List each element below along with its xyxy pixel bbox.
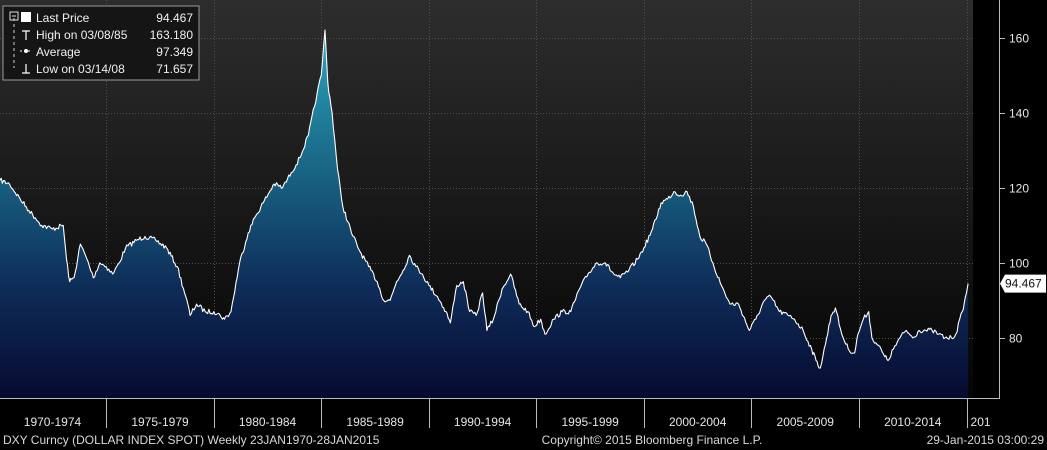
y-tick-label: 100 [1009, 257, 1029, 271]
y-tick-label: 160 [1009, 32, 1029, 46]
legend-row-last-price: Last Price 94.467 [9, 11, 193, 25]
legend-row-average: Average 97.349 [20, 45, 193, 59]
legend-value-low: 71.657 [156, 62, 193, 76]
legend-row-high: High on 03/08/85 163.180 [22, 28, 193, 42]
legend-box [2, 5, 200, 81]
x-period-label: 1970-1974 [24, 415, 82, 429]
legend-value-high: 163.180 [150, 28, 194, 42]
x-period-label: 2005-2009 [777, 415, 835, 429]
legend-collapse-icon[interactable] [9, 11, 19, 21]
bottom-axis-background [0, 398, 1047, 450]
y-tick-label: 120 [1009, 182, 1029, 196]
low-marker-icon [22, 64, 30, 74]
last-price-box [1000, 274, 1046, 293]
x-period-label: 2010-2014 [884, 415, 942, 429]
last-price-marker: 94.467 [1000, 274, 1046, 293]
legend-value-last-price: 94.467 [156, 11, 193, 25]
price-line-group [0, 29, 969, 369]
high-marker-icon [22, 30, 30, 40]
footer-timestamp: 29-Jan-2015 03:00:29 [927, 433, 1045, 447]
x-period-label: 1975-1979 [131, 415, 189, 429]
legend-label-average: Average [36, 45, 81, 59]
footer-copyright: Copyright© 2015 Bloomberg Finance L.P. [542, 433, 763, 447]
last-price-swatch-icon [21, 12, 31, 22]
x-period-label: 1995-1999 [561, 415, 619, 429]
price-line [0, 29, 969, 369]
legend-value-average: 97.349 [156, 45, 193, 59]
legend-row-low: Low on 03/14/08 71.657 [22, 62, 193, 76]
legend-label-high: High on 03/08/85 [36, 28, 128, 42]
y-axis-ticks: 80 100 120 140 160 [999, 32, 1029, 346]
footer-ticker: DXY Curncy (DOLLAR INDEX SPOT) Weekly 23… [3, 433, 380, 447]
y-tick-label: 140 [1009, 107, 1029, 121]
x-period-label: 2000-2004 [669, 415, 727, 429]
x-period-label: 1980-1984 [239, 415, 297, 429]
last-price-label: 94.467 [1005, 277, 1042, 291]
right-axis-background [973, 0, 1047, 398]
x-period-label: 1990-1994 [454, 415, 512, 429]
price-area-fill [0, 30, 969, 398]
x-axis-periods: 1970-1974 1975-1979 1980-1984 1985-1989 1990… [24, 398, 991, 429]
price-area [0, 30, 969, 398]
legend: Last Price 94.467 High on 03/08/85 163.1… [2, 5, 200, 81]
legend-label-last-price: Last Price [36, 11, 90, 25]
y-tick-label: 80 [1009, 332, 1023, 346]
x-period-label: 1985-1989 [346, 415, 404, 429]
average-dot-icon [24, 49, 28, 53]
x-period-label: 201 [971, 415, 991, 429]
legend-label-low: Low on 03/14/08 [36, 62, 125, 76]
